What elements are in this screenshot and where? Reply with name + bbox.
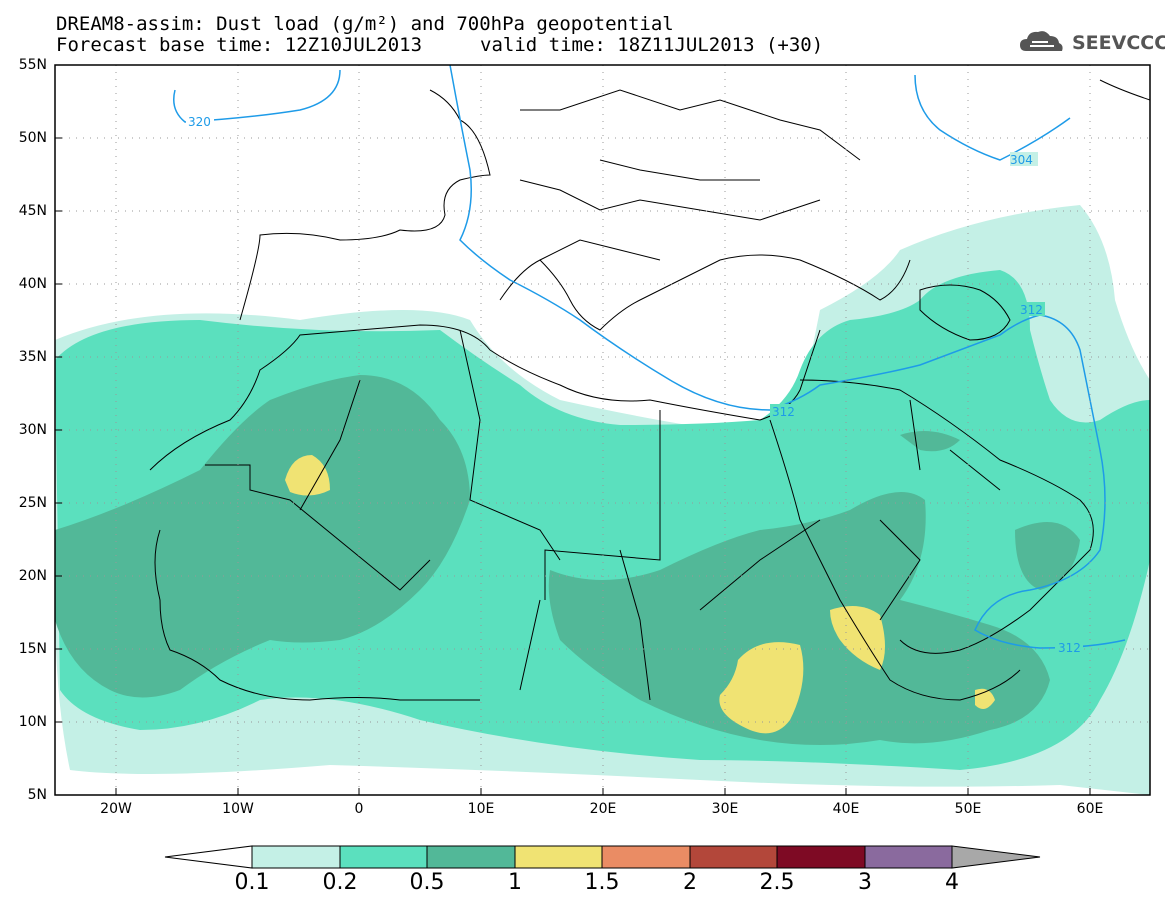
cloud-icon <box>1020 31 1063 51</box>
colorbar-label: 0.2 <box>322 870 358 895</box>
colorbar-label: 0.1 <box>234 870 270 895</box>
geopotential-contours <box>173 65 1126 649</box>
lon-label: 40E <box>832 801 860 817</box>
colorbar-over <box>951 845 1041 869</box>
colorbar-under <box>164 845 253 869</box>
lat-label: 30N <box>18 422 47 438</box>
lat-label: 10N <box>18 714 47 730</box>
contour-label-312-caspian: 312 <box>1020 303 1043 317</box>
lat-label: 50N <box>18 130 47 146</box>
colorbar-label: 4 <box>945 870 959 895</box>
colorbar-bin <box>601 845 691 869</box>
contour-labels: 320 304 312 312 312 <box>186 114 1083 655</box>
colorbar-label: 3 <box>858 870 872 895</box>
valid-time: valid time: 18Z11JUL2013 (+30) <box>480 34 824 56</box>
dust-zone-0.5-arabia <box>1015 522 1080 590</box>
lat-label: 5N <box>27 787 47 803</box>
lat-label: 55N <box>18 57 47 73</box>
colorbar-bin <box>689 845 778 869</box>
lat-label: 35N <box>18 349 47 365</box>
colorbar-bin <box>514 845 603 869</box>
contour-label-312-arabian: 312 <box>1058 641 1081 655</box>
colorbar-label: 1 <box>508 870 522 895</box>
colorbar <box>164 845 1041 869</box>
dust-zone-1-sahara <box>285 455 330 496</box>
contour-label-304: 304 <box>1010 153 1033 167</box>
colorbar-label: 0.5 <box>409 870 445 895</box>
base-time: Forecast base time: 12Z10JUL2013 <box>56 34 423 56</box>
colorbar-bin <box>864 845 953 869</box>
colorbar-bin <box>251 845 341 869</box>
lon-label: 60E <box>1076 801 1104 817</box>
lon-label: 20E <box>589 801 617 817</box>
lon-label: 30E <box>711 801 739 817</box>
map-title: DREAM8-assim: Dust load (g/m²) and 700hP… <box>56 13 674 35</box>
colorbar-label: 2.5 <box>759 870 795 895</box>
lat-label: 25N <box>18 495 47 511</box>
lon-label: 0 <box>354 801 364 817</box>
dust-zone-1-sudan <box>719 642 804 734</box>
lon-label: 50E <box>954 801 982 817</box>
logo-text: SEEVCCC <box>1072 32 1165 54</box>
dust-zone-1-eritrea <box>830 606 885 670</box>
colorbar-label: 1.5 <box>584 870 620 895</box>
lon-label: 10E <box>467 801 495 817</box>
dust-zone-0.5-west <box>55 375 470 698</box>
lat-label: 20N <box>18 568 47 584</box>
contour-label-320: 320 <box>188 115 211 129</box>
lon-label: 20W <box>100 801 132 817</box>
colorbar-bin <box>426 845 516 869</box>
dust-zone-0.5-east <box>548 492 1050 745</box>
colorbar-label: 2 <box>683 870 697 895</box>
lat-label: 45N <box>18 203 47 219</box>
lat-label: 40N <box>18 276 47 292</box>
lat-label: 15N <box>18 641 47 657</box>
colorbar-bin <box>339 845 428 869</box>
graticule <box>55 65 1150 795</box>
coastlines <box>149 79 1150 701</box>
axis-ticks <box>55 137 1091 795</box>
contour-label-312-med: 312 <box>772 405 795 419</box>
lon-label: 10W <box>222 801 254 817</box>
colorbar-bin <box>776 845 866 869</box>
